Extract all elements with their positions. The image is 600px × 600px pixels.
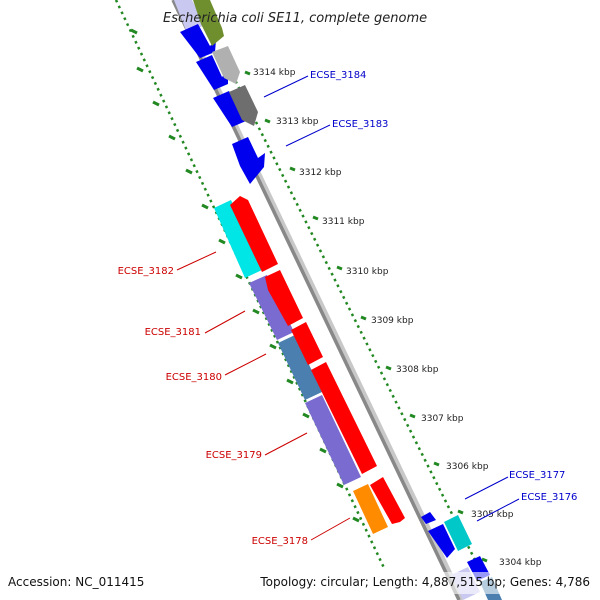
gene-labels: ECSE_3184 ECSE_3183 ECSE_3182 ECSE_3181 … <box>118 70 578 547</box>
label-leaders <box>176 75 520 541</box>
scale-label: 3314 kbp <box>253 68 296 78</box>
gene-feature[interactable] <box>249 275 294 340</box>
accession-text: Accession: NC_011415 <box>8 575 144 589</box>
outer-ticks <box>130 28 360 523</box>
gene-feature[interactable] <box>421 512 436 524</box>
scale-label: 3309 kbp <box>371 316 414 326</box>
scale-label: 3304 kbp <box>499 558 542 568</box>
map-title: Escherichia coli SE11, complete genome <box>163 11 427 26</box>
scale-label: 3313 kbp <box>276 117 319 127</box>
gene-feature[interactable] <box>196 55 228 90</box>
gene-feature[interactable] <box>291 322 323 365</box>
gene-feature[interactable] <box>370 477 405 524</box>
gene-label-ecse-3184[interactable]: ECSE_3184 <box>310 70 366 81</box>
scale-label: 3306 kbp <box>446 462 489 472</box>
gene-features-plus <box>193 0 502 600</box>
gene-feature[interactable] <box>214 200 262 278</box>
gene-feature[interactable] <box>278 335 322 400</box>
gene-label-ecse-3177[interactable]: ECSE_3177 <box>509 470 565 481</box>
gene-label-ecse-3182[interactable]: ECSE_3182 <box>118 266 174 277</box>
gene-label-ecse-3179[interactable]: ECSE_3179 <box>206 450 262 461</box>
gene-feature[interactable] <box>230 196 278 272</box>
genome-backbone-shadow <box>172 0 465 600</box>
gene-feature[interactable] <box>353 484 388 534</box>
dotted-track-outer <box>114 0 387 571</box>
scale-label: 3311 kbp <box>322 217 365 227</box>
genome-backbone <box>171 0 461 600</box>
scale-label: 3308 kbp <box>396 365 439 375</box>
gene-label-ecse-3183[interactable]: ECSE_3183 <box>332 119 388 130</box>
gene-feature[interactable] <box>444 515 472 551</box>
gene-feature[interactable] <box>213 91 246 127</box>
gene-features-minus <box>174 0 388 534</box>
footer-backdrop <box>0 572 600 594</box>
gene-label-ecse-3176[interactable]: ECSE_3176 <box>521 492 577 503</box>
scale-label: 3305 kbp <box>471 510 514 520</box>
gene-feature[interactable] <box>265 270 303 326</box>
gene-feature[interactable] <box>229 85 258 126</box>
gene-feature[interactable] <box>180 24 216 58</box>
gene-label-ecse-3181[interactable]: ECSE_3181 <box>145 327 201 338</box>
scale-label: 3307 kbp <box>421 414 464 424</box>
scale-labels: 3314 kbp 3313 kbp 3312 kbp 3311 kbp 3310… <box>253 68 542 568</box>
gene-feature[interactable] <box>311 362 377 474</box>
gene-feature[interactable] <box>232 137 265 184</box>
gene-label-ecse-3178[interactable]: ECSE_3178 <box>252 536 308 547</box>
gene-feature[interactable] <box>212 46 240 84</box>
genome-summary-text: Topology: circular; Length: 4,887,515 bp… <box>259 575 590 589</box>
gene-feature[interactable] <box>193 0 224 46</box>
scale-ticks <box>244 70 488 563</box>
gene-feature[interactable] <box>428 524 455 558</box>
scale-label: 3310 kbp <box>346 267 389 277</box>
scale-label: 3312 kbp <box>299 168 342 178</box>
gene-label-ecse-3180[interactable]: ECSE_3180 <box>166 372 222 383</box>
gene-feature[interactable] <box>305 395 361 485</box>
